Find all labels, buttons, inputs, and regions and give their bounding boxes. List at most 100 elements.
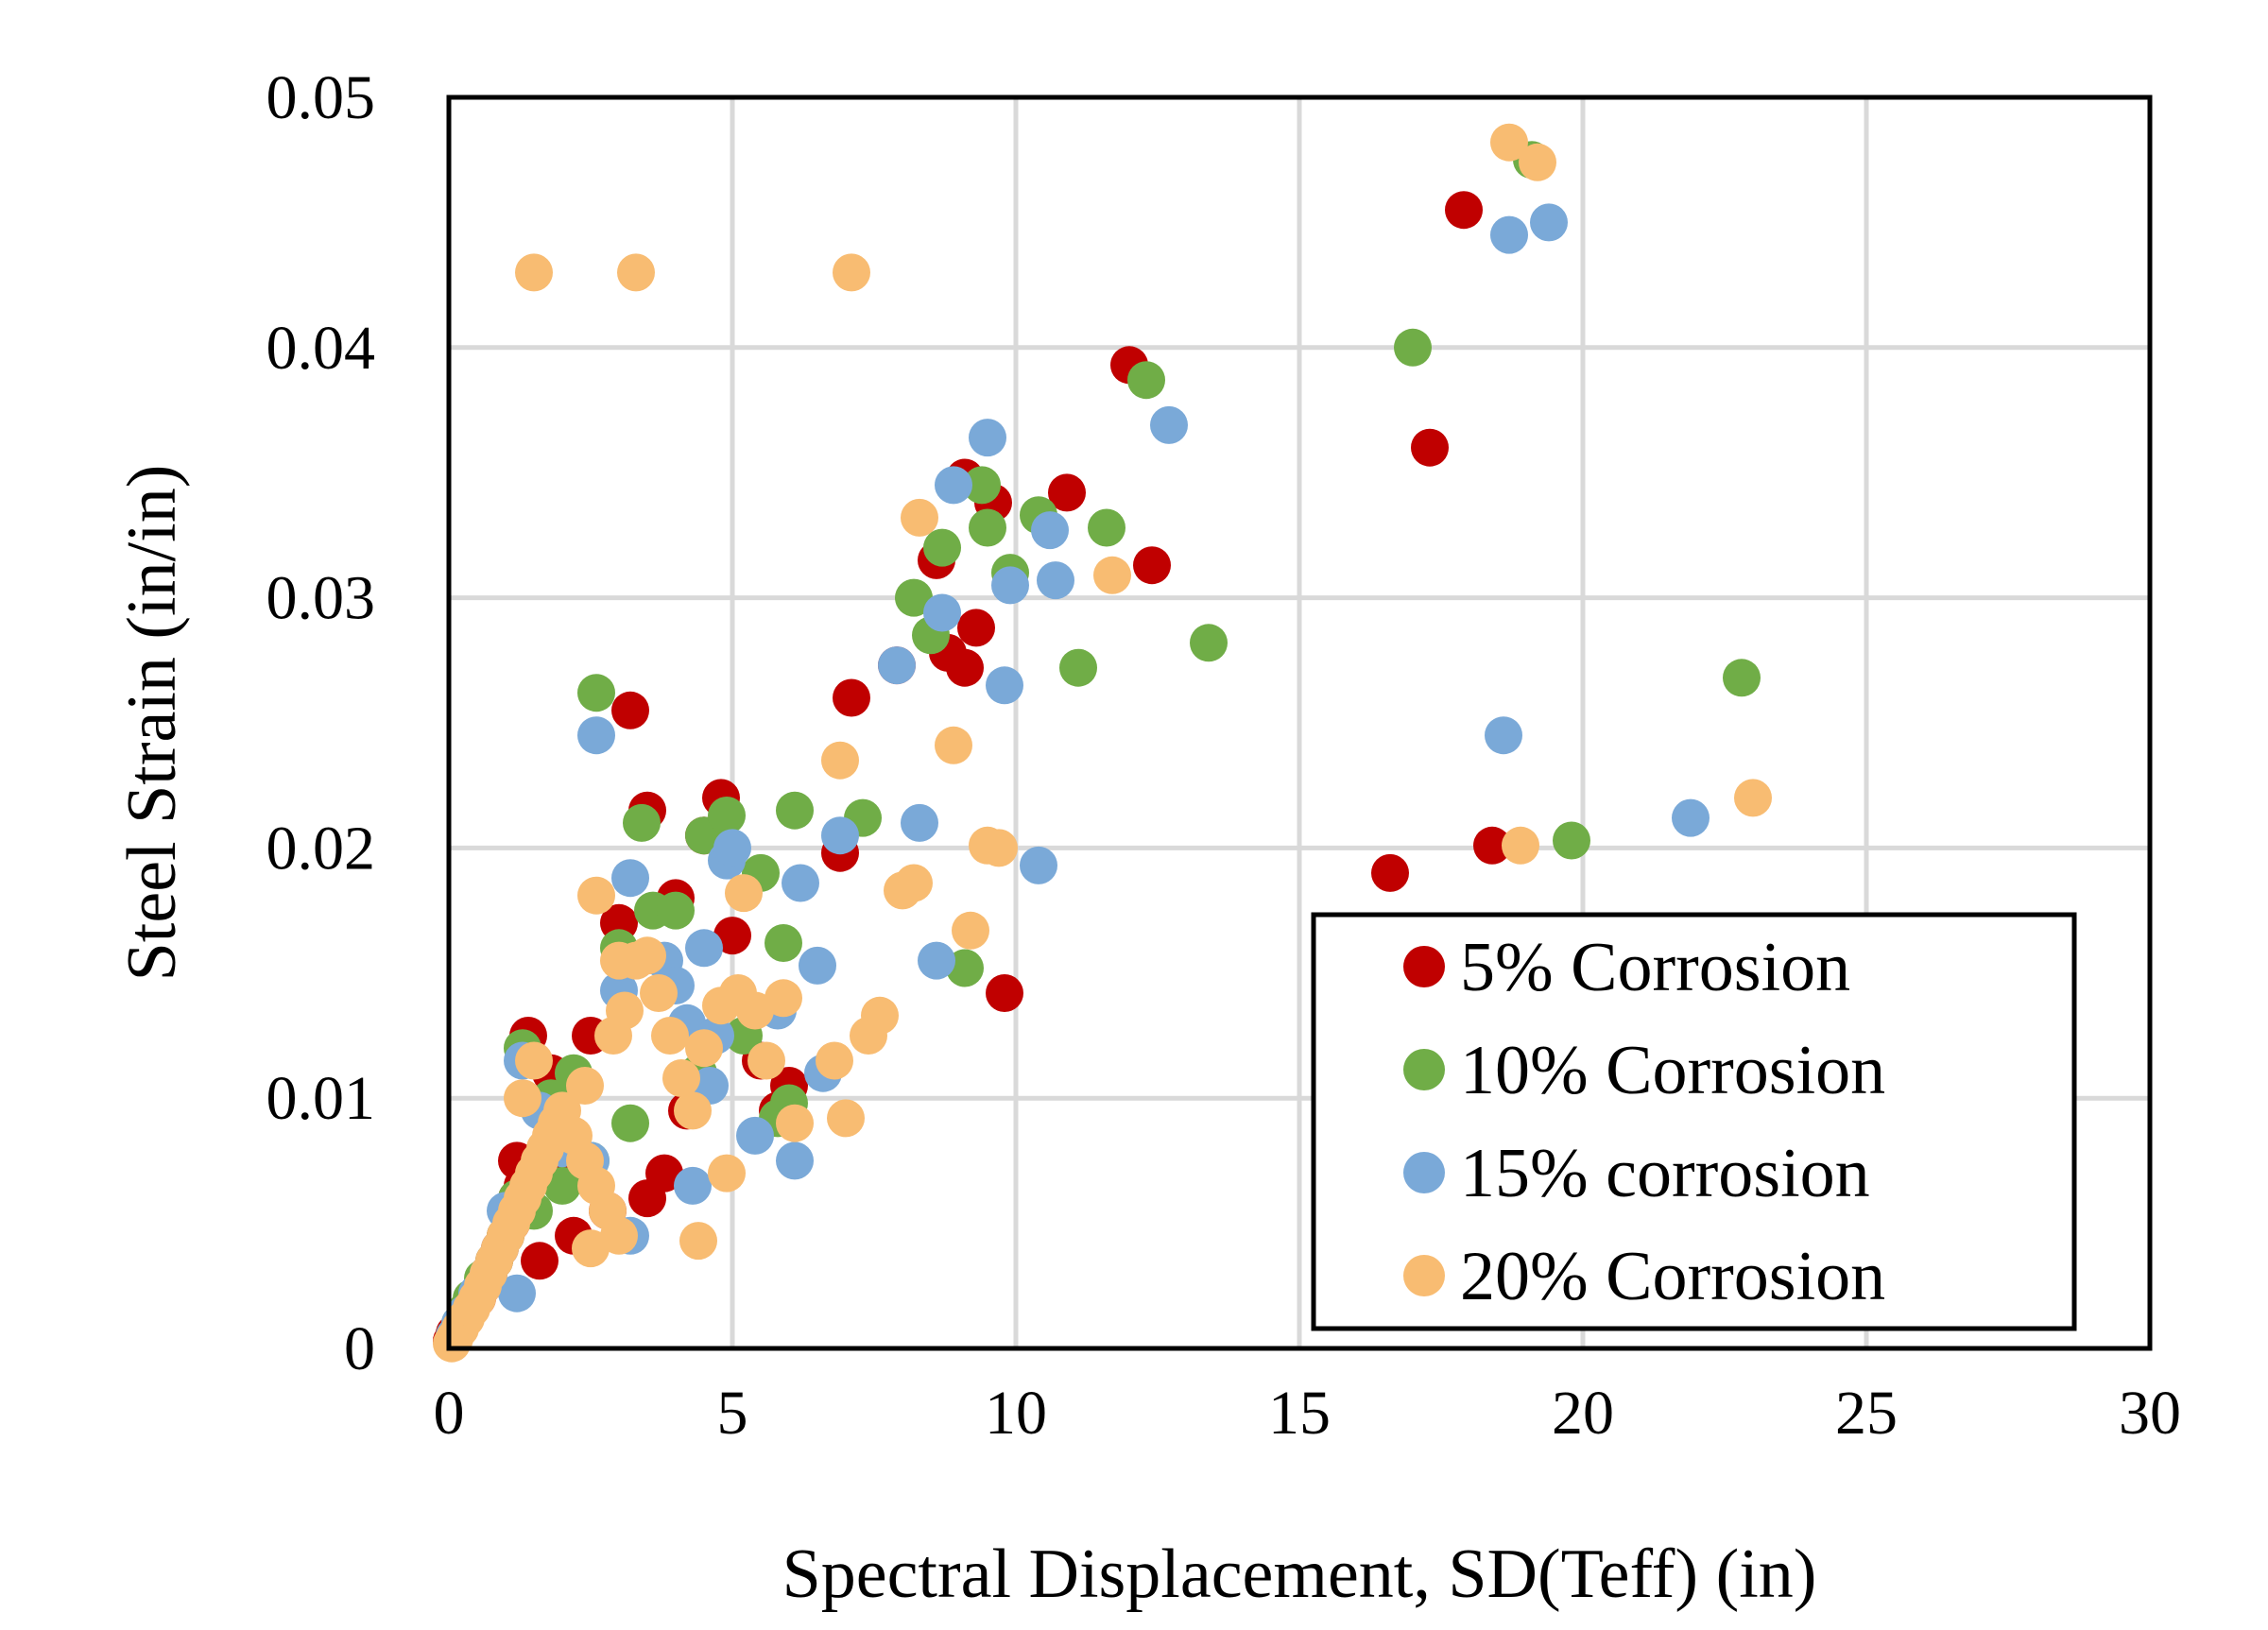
data-point [946,949,984,987]
data-point [895,864,933,902]
data-point [765,924,802,962]
data-point [611,691,649,729]
x-tick-label: 30 [2119,1379,2181,1448]
data-point [1150,405,1188,444]
y-tick-label: 0.04 [266,314,376,383]
data-point [816,1041,853,1080]
data-point [878,646,916,685]
data-point [776,1104,814,1142]
data-point [679,1222,717,1261]
data-point [952,911,989,950]
data-point [645,1154,683,1192]
data-point [623,803,661,842]
data-point [1734,779,1772,817]
data-point [1371,853,1409,892]
data-point [776,791,814,830]
x-axis-title: Spectral Displacement, SD(Teff) (in) [782,1536,1817,1613]
data-point [969,508,1006,547]
data-point [991,566,1029,605]
data-point [521,1242,558,1280]
data-point [640,974,678,1012]
y-tick-labels: 0 0.01 0.02 0.03 0.04 0.05 [266,63,376,1383]
data-point [628,936,666,975]
y-tick-label: 0.01 [266,1064,376,1133]
legend-marker [1403,946,1445,987]
legend-label: 15% corrosion [1460,1135,1870,1212]
legend: 5% Corrosion 10% Corrosion 15% corrosion 20… [1311,912,2077,1331]
data-point [895,578,933,617]
legend-marker [1403,1255,1445,1296]
data-point [986,974,1023,1012]
data-point [918,941,955,980]
data-point [957,609,995,647]
data-point [606,991,644,1030]
data-point [662,1059,700,1097]
data-point [861,996,899,1035]
data-point [713,829,751,867]
data-point [782,864,819,902]
data-point [498,1274,536,1313]
data-point [515,253,553,292]
data-point [1127,361,1165,400]
data-point [1519,143,1556,181]
data-point [1723,659,1761,697]
data-point [617,253,655,292]
data-point [1672,798,1710,837]
legend-box [1311,912,2077,1331]
legend-marker [1403,1049,1445,1090]
data-point [969,419,1006,457]
data-point [611,1104,649,1142]
data-point [901,498,938,537]
data-point [572,1229,610,1268]
data-point [1485,716,1522,755]
data-point [1059,648,1097,687]
data-point [901,803,938,842]
data-point [708,797,746,834]
data-point [747,1041,785,1080]
data-point [935,466,972,505]
y-tick-label: 0 [344,1314,375,1383]
data-point [600,1216,638,1255]
y-tick-label: 0.05 [266,63,376,132]
plot-frame [446,94,2153,1351]
x-tick-label: 0 [434,1379,465,1448]
x-tick-labels: 0 5 10 15 20 25 30 [434,1379,2182,1448]
y-tick-label: 0.03 [266,564,376,633]
data-point [821,741,859,780]
data-point [1553,821,1590,860]
data-point [736,1116,774,1155]
data-point [765,979,802,1018]
data-point [736,991,774,1030]
data-point [685,1029,723,1068]
data-point [1490,215,1528,254]
data-point [1190,624,1228,662]
x-tick-label: 15 [1268,1379,1331,1448]
x-tick-label: 25 [1835,1379,1898,1448]
data-point [963,466,1001,505]
data-point [725,874,763,913]
data-point [1048,473,1086,512]
x-tick-label: 10 [985,1379,1047,1448]
data-point [833,253,870,292]
data-point [1411,428,1449,467]
series-4 [433,123,1772,1363]
data-point [1031,511,1069,550]
data-point [1490,123,1528,162]
data-point [1093,556,1131,594]
legend-label: 10% Corrosion [1460,1032,1885,1109]
y-axis-title: Steel Strain (in/in) [113,465,191,982]
data-point [1473,826,1511,865]
x-tick-label: 20 [1552,1379,1614,1448]
data-point [685,929,723,968]
data-point [515,1041,553,1080]
data-point [611,859,649,898]
data-point [713,917,751,955]
data-point [674,1166,712,1205]
data-point [980,829,1018,867]
data-point [923,528,961,567]
data-point [1445,191,1483,230]
data-point [543,1166,581,1205]
data-point [1502,826,1539,865]
data-point [827,1099,865,1138]
